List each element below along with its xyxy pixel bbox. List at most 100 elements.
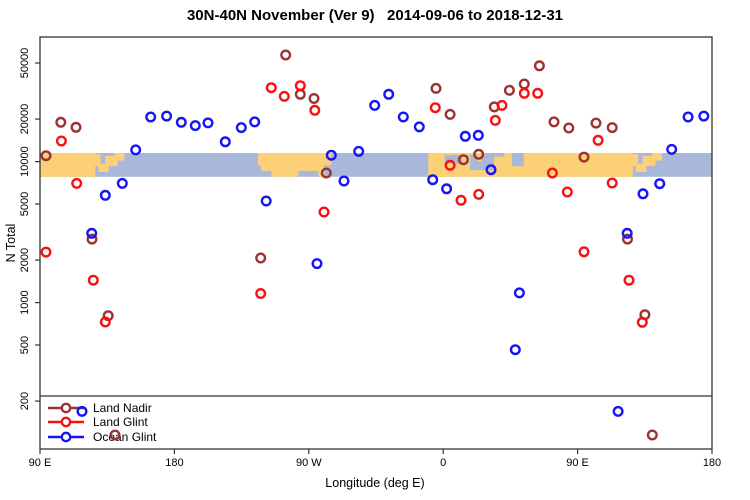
data-point-land-glint bbox=[429, 102, 441, 114]
y-tick-label: 1000 bbox=[19, 290, 31, 314]
data-point-ocean-glint bbox=[413, 121, 425, 133]
data-point-ocean-glint bbox=[311, 258, 323, 270]
data-point-land-nadir bbox=[563, 122, 575, 134]
data-point-land-nadir bbox=[444, 108, 456, 120]
data-point-ocean-glint bbox=[145, 111, 157, 123]
data-point-ocean-glint bbox=[383, 88, 395, 100]
series-ocean-glint bbox=[76, 88, 710, 417]
data-point-land-nadir bbox=[639, 309, 651, 321]
legend-label-ocean-glint: Ocean Glint bbox=[93, 429, 157, 444]
data-point-land-nadir bbox=[294, 88, 306, 100]
data-point-land-nadir bbox=[320, 167, 332, 179]
data-point-ocean-glint bbox=[219, 136, 231, 148]
y-tick-label: 500 bbox=[19, 336, 31, 354]
map-ocean bbox=[40, 153, 712, 177]
data-point-land-glint bbox=[623, 274, 635, 286]
data-point-ocean-glint bbox=[397, 111, 409, 123]
map-sea-segment bbox=[444, 154, 469, 164]
data-point-land-nadir bbox=[70, 121, 82, 133]
map-land-segment bbox=[635, 163, 647, 172]
y-axis-title: N Total bbox=[4, 223, 18, 263]
x-tick-label: 90 E bbox=[566, 457, 589, 469]
data-point-land-nadir bbox=[430, 82, 442, 94]
data-point-land-glint bbox=[496, 99, 508, 111]
legend-row: Land Nadir bbox=[46, 401, 156, 415]
legend-marker-ocean-glint bbox=[48, 431, 84, 443]
data-point-land-glint bbox=[294, 80, 306, 92]
legend: Land Nadir Land Glint Ocean Glint bbox=[46, 401, 156, 444]
data-point-land-nadir bbox=[590, 117, 602, 129]
data-point-land-glint bbox=[309, 104, 321, 116]
data-point-land-nadir bbox=[308, 92, 320, 104]
x-tick-label: 180 bbox=[165, 457, 183, 469]
data-point-land-nadir bbox=[578, 151, 590, 163]
data-point-ocean-glint bbox=[202, 117, 214, 129]
plot-frame bbox=[39, 36, 713, 450]
y-tick-label: 2000 bbox=[19, 248, 31, 272]
data-point-land-glint bbox=[561, 186, 573, 198]
data-point-land-nadir bbox=[86, 233, 98, 245]
map-land-segment bbox=[642, 155, 656, 167]
data-point-land-glint bbox=[578, 246, 590, 258]
chart-title: 30N-40N November (Ver 9) 2014-09-06 to 2… bbox=[186, 7, 564, 24]
data-point-ocean-glint bbox=[485, 164, 497, 176]
data-point-ocean-glint bbox=[427, 174, 439, 186]
x-tick-label: 0 bbox=[440, 457, 446, 469]
data-point-land-glint bbox=[532, 87, 544, 99]
data-point-ocean-glint bbox=[459, 130, 471, 142]
data-point-land-nadir bbox=[646, 429, 658, 441]
data-point-land-nadir bbox=[55, 116, 67, 128]
data-point-ocean-glint bbox=[369, 99, 381, 111]
data-point-ocean-glint bbox=[612, 405, 624, 417]
map-land-segment bbox=[629, 154, 639, 167]
data-point-ocean-glint bbox=[235, 122, 247, 134]
map-land-segment bbox=[114, 153, 125, 161]
y-tick-label: 20000 bbox=[19, 104, 31, 135]
data-point-land-glint bbox=[99, 316, 111, 328]
map-land-segment bbox=[271, 170, 299, 177]
y-tick-label: 10000 bbox=[19, 146, 31, 177]
data-point-land-nadir bbox=[473, 148, 485, 160]
data-point-ocean-glint bbox=[698, 110, 710, 122]
map-sea-segment bbox=[511, 153, 524, 167]
data-point-land-nadir bbox=[280, 49, 292, 61]
data-point-land-glint bbox=[518, 87, 530, 99]
data-point-ocean-glint bbox=[654, 178, 666, 190]
data-point-land-glint bbox=[473, 188, 485, 200]
legend-marker-land-glint bbox=[48, 417, 84, 428]
data-point-land-glint bbox=[87, 274, 99, 286]
data-point-ocean-glint bbox=[249, 116, 261, 128]
map-sea-segment bbox=[485, 153, 505, 157]
data-point-land-nadir bbox=[40, 150, 52, 162]
data-point-land-glint bbox=[444, 159, 456, 171]
legend-row: Land Glint bbox=[46, 415, 156, 429]
data-point-land-glint bbox=[40, 246, 52, 258]
y-tick-label: 50000 bbox=[19, 48, 31, 79]
data-point-land-glint bbox=[318, 206, 330, 218]
data-point-ocean-glint bbox=[161, 110, 173, 122]
data-point-land-glint bbox=[592, 134, 604, 146]
data-point-ocean-glint bbox=[325, 149, 337, 161]
legend-row: Ocean Glint bbox=[46, 430, 156, 444]
data-point-land-glint bbox=[489, 114, 501, 126]
data-point-land-nadir bbox=[606, 122, 618, 134]
x-tick-label: 180 bbox=[703, 457, 721, 469]
data-point-land-glint bbox=[606, 177, 618, 189]
map-land-segment bbox=[318, 166, 325, 177]
data-point-ocean-glint bbox=[189, 120, 201, 132]
x-tick-label: 90 W bbox=[296, 457, 322, 469]
map-sea-segment bbox=[470, 154, 494, 171]
map-land-segment bbox=[428, 153, 633, 177]
data-point-land-nadir bbox=[533, 60, 545, 72]
data-point-land-glint bbox=[71, 177, 83, 189]
data-point-land-glint bbox=[265, 82, 277, 94]
map-land-segment bbox=[40, 153, 96, 177]
data-point-ocean-glint bbox=[338, 175, 350, 187]
map-land-segment bbox=[261, 165, 323, 171]
y-tick-label: 200 bbox=[19, 392, 31, 410]
map-land-segment bbox=[92, 154, 101, 167]
data-point-ocean-glint bbox=[353, 145, 365, 157]
data-point-ocean-glint bbox=[175, 116, 187, 128]
map-land-segment bbox=[652, 153, 662, 161]
data-point-land-glint bbox=[455, 194, 467, 206]
